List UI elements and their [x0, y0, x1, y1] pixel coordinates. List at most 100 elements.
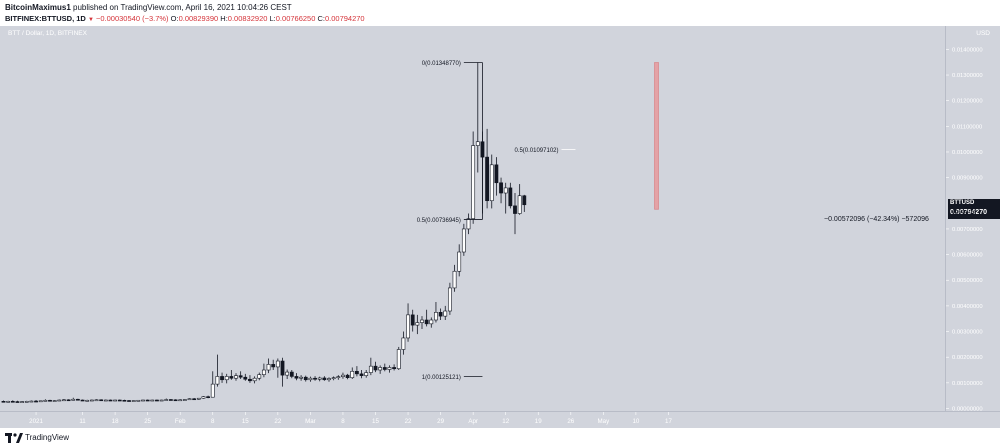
- chart-plot-area[interactable]: BTT / Dollar, 1D, BITFINEX 0(0.01348770)…: [0, 26, 945, 411]
- candle: [271, 359, 276, 371]
- candle-body: [503, 187, 508, 194]
- candle: [252, 376, 257, 384]
- ohlc-line: BITFINEX:BTTUSD, 1D ▼ −0.00030540 (−3.7%…: [5, 14, 365, 23]
- candle: [466, 213, 471, 235]
- tradingview-logo-icon[interactable]: [5, 432, 23, 444]
- candle: [103, 399, 108, 402]
- candle: [406, 303, 410, 342]
- candle-body: [206, 396, 211, 398]
- candle-body: [489, 164, 494, 202]
- time-tick-label: 15: [372, 418, 379, 425]
- candle-body: [401, 337, 406, 350]
- candle: [359, 370, 364, 379]
- fib-level: 0.5(0.00736945): [417, 218, 483, 224]
- candle-body: [80, 399, 85, 402]
- candle-body: [117, 399, 122, 402]
- time-tick-label: 10: [632, 418, 639, 425]
- candle-body: [196, 397, 201, 400]
- time-tick: 26: [567, 412, 575, 425]
- candle-body: [471, 145, 476, 219]
- candle: [155, 399, 159, 402]
- candle-body: [373, 365, 378, 371]
- candle: [164, 398, 169, 401]
- candle: [322, 376, 327, 381]
- candle: [71, 397, 76, 401]
- time-tick-label: 17: [665, 418, 672, 425]
- candle: [368, 357, 373, 376]
- candle-body: [336, 376, 341, 379]
- header: BitcoinMaximus1 published on TradingView…: [0, 0, 1000, 26]
- candlestick-chart[interactable]: 0(0.01348770) 0.5(0.01097102) 0.5(0.007369…: [0, 26, 945, 411]
- candle: [169, 398, 173, 401]
- time-tick: 25: [144, 412, 152, 425]
- candle-body: [150, 399, 155, 402]
- time-tick-label: 2021: [29, 418, 43, 425]
- author-name[interactable]: BitcoinMaximus1: [5, 3, 71, 12]
- time-tick: May: [597, 412, 610, 425]
- time-tick: 22: [274, 412, 282, 425]
- candle: [173, 399, 178, 402]
- candle-body: [252, 377, 257, 382]
- price-tick: 0.01000000: [946, 150, 983, 156]
- low-value: 0.00766250: [275, 14, 316, 23]
- price-tick-label: 0.00200000: [952, 355, 983, 361]
- candle-body: [164, 399, 169, 401]
- candle-body: [257, 374, 262, 379]
- close-label: C:: [317, 14, 325, 23]
- candle-body: [303, 376, 308, 381]
- price-tick-label: 0.01400000: [952, 47, 983, 53]
- candle-body: [169, 399, 173, 401]
- candle-body: [271, 364, 276, 368]
- footer: TradingView: [0, 428, 1000, 448]
- price-tick-label: 0.00400000: [952, 304, 983, 310]
- candle: [392, 364, 397, 371]
- candle: [341, 372, 345, 379]
- time-tick: 15: [242, 412, 249, 425]
- candle-body: [52, 400, 57, 402]
- tradingview-brand[interactable]: TradingView: [25, 433, 70, 442]
- time-tick-label: 22: [274, 418, 281, 425]
- candle: [10, 400, 15, 403]
- time-tick-label: May: [597, 418, 610, 425]
- candle: [20, 401, 25, 403]
- candle-body: [113, 399, 118, 402]
- candle-body: [229, 376, 234, 379]
- candle-body: [48, 399, 52, 402]
- candle-body: [275, 360, 280, 368]
- candle: [52, 400, 57, 402]
- candle-body: [145, 399, 150, 402]
- candle: [150, 399, 155, 402]
- candle-body: [368, 365, 373, 373]
- time-tick: 11: [79, 412, 86, 425]
- time-tick: 29: [437, 412, 445, 425]
- time-tick-label: 18: [112, 418, 119, 425]
- candle: [429, 317, 434, 328]
- candle-body: [210, 383, 215, 398]
- candle-body: [122, 399, 127, 402]
- candle: [220, 372, 224, 383]
- candle-body: [359, 373, 364, 376]
- candle: [122, 399, 127, 402]
- candle-body: [517, 195, 522, 214]
- candle-body: [485, 156, 490, 202]
- candle-body: [155, 399, 159, 402]
- candle: [234, 373, 238, 381]
- candle: [285, 369, 290, 379]
- candle-body: [313, 377, 317, 380]
- candle: [261, 363, 266, 378]
- time-axis[interactable]: 2021 11 18 25 Feb 8 15 22 Mar 8 15 22 29 Apr 12 19 26 May…: [0, 411, 1000, 428]
- candle-body: [378, 367, 383, 371]
- candle-body: [131, 400, 136, 402]
- price-tick: 0.00900000: [946, 176, 983, 182]
- candle-body: [466, 218, 471, 230]
- candle: [127, 400, 131, 402]
- candle: [503, 182, 508, 214]
- high-label: H:: [220, 14, 228, 23]
- price-tick-label: 0.01200000: [952, 99, 983, 105]
- candle-body: [34, 400, 38, 403]
- candle-body: [224, 376, 229, 381]
- fib-level: 1(0.00125121): [422, 375, 483, 381]
- price-tick-label: 0.00900000: [952, 176, 983, 182]
- down-arrow-icon: ▼: [87, 17, 94, 23]
- time-tick: 17: [665, 412, 672, 425]
